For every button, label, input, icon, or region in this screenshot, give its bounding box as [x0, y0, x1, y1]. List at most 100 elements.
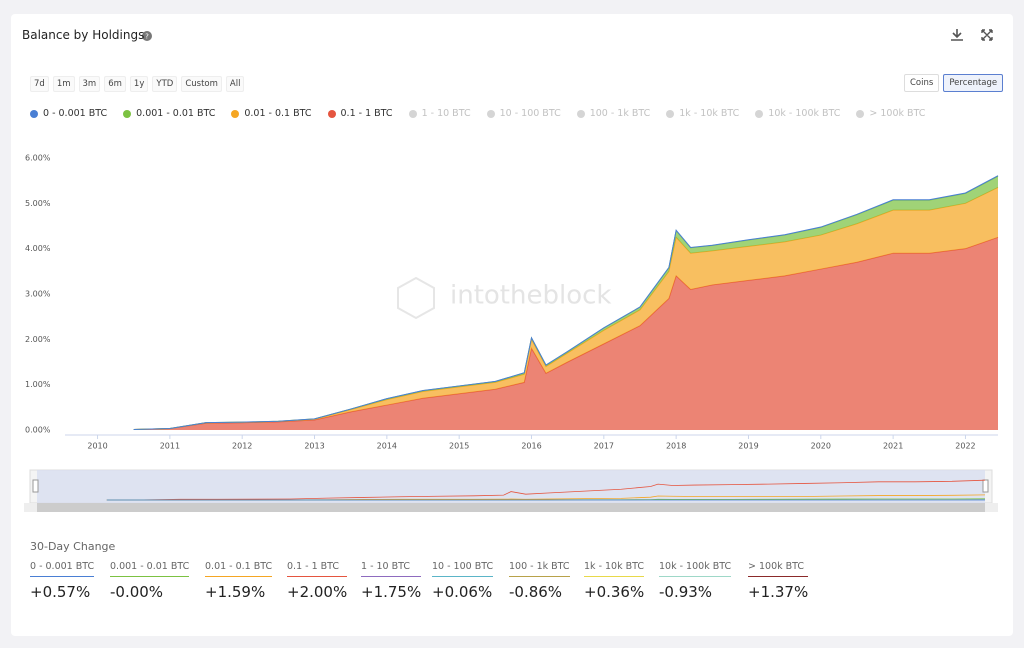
scrollbar-thumb[interactable] — [37, 503, 985, 512]
change-value: +1.75% — [361, 583, 422, 601]
legend-dot — [486, 109, 495, 118]
x-tick-label: 2011 — [160, 442, 180, 451]
x-tick-label: 2014 — [377, 442, 397, 451]
change-value: -0.86% — [509, 583, 563, 601]
area-line — [133, 175, 999, 430]
area-line — [133, 236, 999, 431]
download-icon[interactable] — [951, 29, 963, 41]
legend-label: 0 - 0.001 BTC — [43, 108, 108, 119]
navigator-selection[interactable] — [37, 470, 985, 503]
legend-item[interactable]: 0.1 - 1 BTC — [327, 108, 393, 119]
navigator-handle[interactable] — [982, 479, 989, 493]
change-label: 0.01 - 0.1 BTC — [205, 561, 273, 577]
legend-dot — [123, 109, 132, 118]
range-button[interactable]: YTD — [152, 76, 178, 92]
legend-item[interactable]: 100 - 1k BTC — [576, 108, 651, 119]
x-tick-label: 2022 — [955, 442, 975, 451]
legend-item[interactable]: 1k - 10k BTC — [666, 108, 739, 119]
legend-dot — [327, 109, 336, 118]
change-item: 1 - 10 BTC +1.75% — [361, 561, 422, 601]
widget-title: Balance by Holdings — [22, 28, 145, 42]
range-button[interactable]: Custom — [181, 76, 222, 92]
legend-label: 1 - 10 BTC — [421, 108, 471, 119]
y-tick-label: 5.00% — [25, 199, 51, 208]
watermark: intotheblock — [450, 281, 611, 311]
legend-dot — [408, 109, 417, 118]
change-item: > 100k BTC +1.37% — [748, 561, 809, 601]
change-label: > 100k BTC — [748, 561, 809, 577]
change-value: +1.37% — [748, 583, 809, 601]
x-tick-label: 2018 — [666, 442, 686, 451]
change-label: 10k - 100k BTC — [659, 561, 732, 577]
change-value: +2.00% — [287, 583, 348, 601]
change-item: 1k - 10k BTC +0.36% — [584, 561, 645, 601]
y-tick-label: 4.00% — [25, 244, 51, 253]
legend-item[interactable]: 10k - 100k BTC — [755, 108, 840, 119]
legend-item[interactable]: 1 - 10 BTC — [408, 108, 471, 119]
y-tick-label: 2.00% — [25, 335, 51, 344]
y-tick-label: 1.00% — [25, 380, 51, 389]
navigator-handle[interactable] — [32, 479, 39, 493]
legend-label: 100 - 1k BTC — [589, 108, 651, 119]
range-button[interactable]: 7d — [30, 76, 49, 92]
change-label: 0 - 0.001 BTC — [30, 561, 95, 577]
legend-dot — [755, 109, 764, 118]
help-icon[interactable] — [142, 31, 152, 41]
y-tick-label: 0.00% — [25, 426, 51, 435]
change-label: 0.001 - 0.01 BTC — [110, 561, 190, 577]
legend-item[interactable]: 10 - 100 BTC — [486, 108, 561, 119]
legend-dot — [231, 109, 240, 118]
legend-item[interactable]: 0.001 - 0.01 BTC — [123, 108, 215, 119]
change-list: 0 - 0.001 BTC +0.57% 0.001 - 0.01 BTC -0.00… — [0, 561, 1024, 611]
change-title: 30-Day Change — [30, 540, 116, 553]
change-label: 0.1 - 1 BTC — [287, 561, 348, 577]
x-tick-label: 2020 — [811, 442, 831, 451]
legend-label: 10k - 100k BTC — [768, 108, 841, 119]
range-button[interactable]: 6m — [104, 76, 126, 92]
legend-dot — [30, 109, 38, 118]
unit-button[interactable]: Percentage — [943, 74, 1004, 92]
change-item: 0.01 - 0.1 BTC +1.59% — [205, 561, 273, 601]
legend-label: 1k - 10k BTC — [679, 108, 740, 119]
change-label: 1k - 10k BTC — [584, 561, 645, 577]
x-tick-label: 2013 — [304, 442, 324, 451]
change-value: +0.36% — [584, 583, 645, 601]
legend: 0 - 0.001 BTC 0.001 - 0.01 BTC 0.01 - 0.1 … — [30, 108, 925, 119]
legend-label: 10 - 100 BTC — [499, 108, 561, 119]
change-item: 10 - 100 BTC +0.06% — [432, 561, 494, 601]
change-value: +1.59% — [205, 583, 266, 601]
change-item: 10k - 100k BTC -0.93% — [659, 561, 732, 601]
change-value: -0.93% — [659, 583, 713, 601]
x-tick-label: 2010 — [87, 442, 107, 451]
legend-label: > 100k BTC — [869, 108, 926, 119]
area — [133, 237, 999, 430]
change-value: -0.00% — [110, 583, 164, 601]
range-button[interactable]: 1m — [52, 76, 75, 92]
x-tick-label: 2012 — [232, 442, 252, 451]
legend-label: 0.1 - 1 BTC — [340, 108, 393, 119]
unit-button[interactable]: Coins — [904, 74, 940, 92]
legend-dot — [576, 109, 585, 118]
expand-icon[interactable] — [981, 29, 993, 41]
change-item: 0.001 - 0.01 BTC -0.00% — [110, 561, 190, 601]
range-button[interactable]: All — [225, 76, 245, 92]
x-tick-label: 2019 — [738, 442, 758, 451]
legend-item[interactable]: 0.01 - 0.1 BTC — [231, 108, 312, 119]
change-item: 0.1 - 1 BTC +2.00% — [287, 561, 348, 601]
legend-dot — [856, 109, 865, 118]
legend-item[interactable]: 0 - 0.001 BTC — [30, 108, 107, 119]
range-button[interactable]: 3m — [78, 76, 101, 92]
legend-label: 0.01 - 0.1 BTC — [244, 108, 312, 119]
change-label: 1 - 10 BTC — [361, 561, 422, 577]
range-button[interactable]: 1y — [129, 76, 149, 92]
x-tick-label: 2015 — [449, 442, 469, 451]
change-value: +0.06% — [432, 583, 493, 601]
x-tick-label: 2017 — [594, 442, 614, 451]
x-tick-label: 2021 — [883, 442, 903, 451]
x-tick-label: 2016 — [521, 442, 541, 451]
change-label: 10 - 100 BTC — [432, 561, 494, 577]
help-mark: ? — [145, 33, 149, 41]
legend-item[interactable]: > 100k BTC — [856, 108, 925, 119]
change-item: 0 - 0.001 BTC +0.57% — [30, 561, 95, 601]
